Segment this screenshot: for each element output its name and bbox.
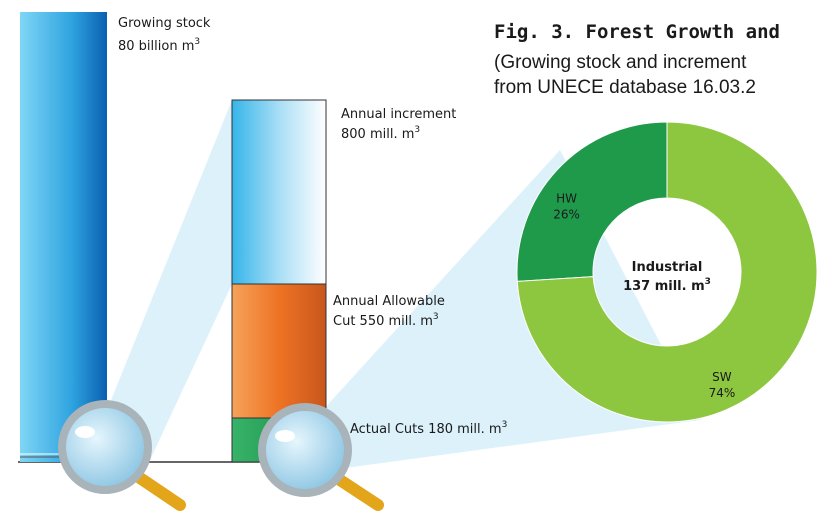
increment-segment — [231, 99, 327, 285]
label: 80 billion m3 — [118, 37, 200, 54]
center-amount: 137 mill. m3 — [623, 277, 711, 294]
label: Growing stock — [118, 16, 211, 31]
donut-slice — [516, 121, 817, 423]
subtitle: (Growing stock and increment — [494, 52, 747, 73]
donut-chart: HW 26% SW 74% — [516, 121, 817, 423]
label: Annual increment — [341, 107, 456, 122]
donut-slice — [516, 121, 668, 282]
slice-value: 74% — [709, 386, 736, 400]
magnifier — [58, 400, 186, 511]
subtitle: from UNECE database 16.03.2 — [494, 77, 756, 98]
label: 800 mill. m3 — [341, 125, 420, 142]
slice-value: 26% — [553, 208, 580, 222]
title: Fig. 3. Forest Growth and — [494, 21, 780, 43]
light-beam — [95, 100, 232, 460]
label: Annual Allowable — [333, 294, 445, 309]
label: Actual Cuts 180 mill. m3 — [350, 420, 507, 437]
center-label: Industrial — [632, 260, 703, 275]
label: Cut 550 mill. m3 — [333, 312, 439, 329]
magnifier — [258, 403, 384, 511]
slice-label: SW — [712, 370, 732, 384]
growing-stock-bar — [20, 12, 107, 462]
allowable-cut-segment — [231, 283, 327, 419]
slice-label: HW — [556, 192, 577, 206]
